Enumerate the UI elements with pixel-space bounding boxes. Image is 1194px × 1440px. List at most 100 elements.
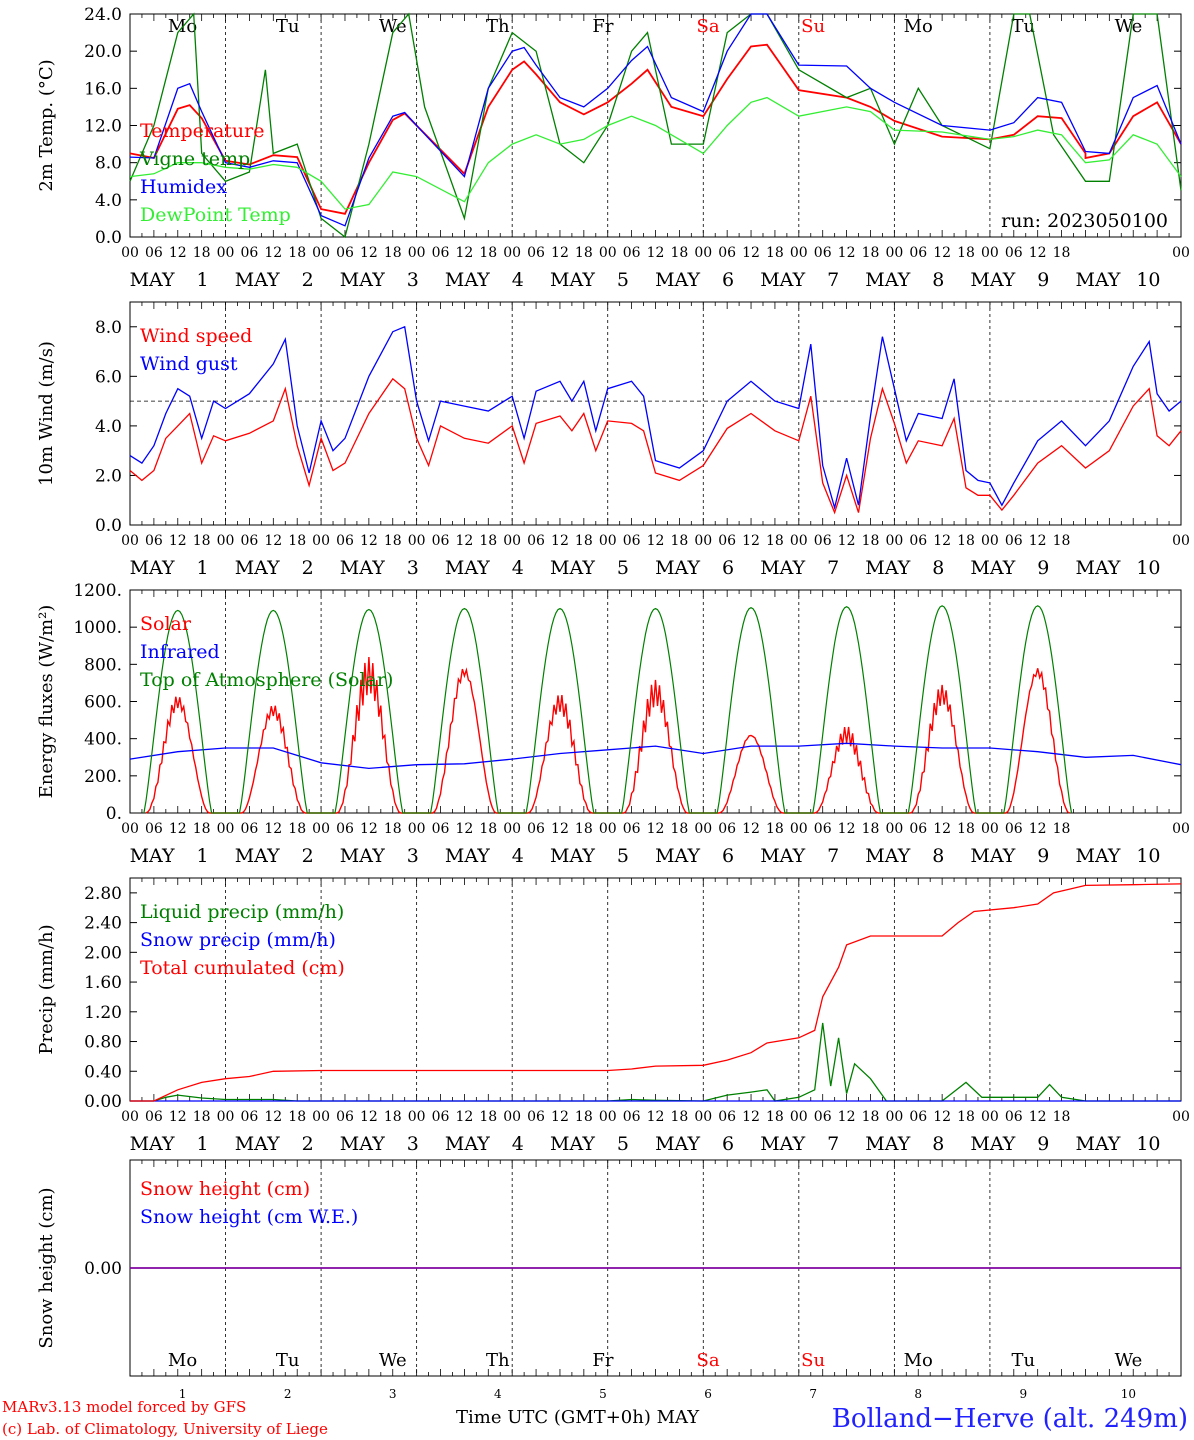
hour-tick-label: 00 bbox=[408, 245, 426, 261]
hour-tick-label: 00 bbox=[981, 1109, 999, 1125]
day-number-label: 6 bbox=[722, 1133, 734, 1155]
hour-tick-label: 12 bbox=[360, 533, 378, 549]
hour-tick-label: 00 bbox=[1172, 1109, 1190, 1125]
hour-tick-label: 12 bbox=[647, 821, 665, 837]
day-number-label: 10 bbox=[1136, 845, 1160, 867]
hour-tick-label: 06 bbox=[336, 1109, 354, 1125]
hour-tick-label: 00 bbox=[408, 1109, 426, 1125]
day-number-label: 5 bbox=[617, 845, 629, 867]
hour-tick-label: 18 bbox=[766, 1109, 784, 1125]
month-label: MAY bbox=[340, 557, 385, 579]
month-label: MAY bbox=[550, 1133, 595, 1155]
hour-tick-label: 06 bbox=[336, 533, 354, 549]
day-name-label: Th bbox=[486, 1350, 510, 1371]
hour-tick-label: 12 bbox=[551, 533, 569, 549]
hour-tick-label: 06 bbox=[1005, 821, 1023, 837]
hour-tick-label: 00 bbox=[312, 245, 330, 261]
month-label: MAY bbox=[550, 845, 595, 867]
y-tick-label: 12.0 bbox=[84, 117, 122, 137]
hour-tick-label: 18 bbox=[1053, 821, 1071, 837]
y-axis-label: 2m Temp. (°C) bbox=[36, 59, 57, 191]
hour-tick-label: 12 bbox=[264, 245, 282, 261]
day-number-label: 3 bbox=[407, 557, 419, 579]
y-tick-label: 4.0 bbox=[95, 417, 122, 437]
hour-tick-label: 18 bbox=[288, 245, 306, 261]
month-label: MAY bbox=[130, 845, 175, 867]
day-name-label: Sa bbox=[697, 16, 720, 37]
month-label: MAY bbox=[445, 557, 490, 579]
month-label: MAY bbox=[550, 269, 595, 291]
y-tick-label: 0. bbox=[106, 804, 122, 824]
y-tick-label: 0.0 bbox=[95, 228, 122, 248]
hour-tick-label: 06 bbox=[241, 1109, 259, 1125]
y-tick-label: 16.0 bbox=[84, 79, 122, 99]
day-name-label: Tu bbox=[276, 16, 300, 37]
day-name-label: Tu bbox=[276, 1350, 300, 1371]
month-label: MAY bbox=[865, 1133, 910, 1155]
y-tick-label: 600. bbox=[84, 693, 122, 713]
y-tick-label: 1000. bbox=[73, 618, 122, 638]
legend-entry: Wind speed bbox=[140, 325, 252, 347]
hour-tick-label: 06 bbox=[145, 1109, 163, 1125]
hour-tick-label: 06 bbox=[909, 533, 927, 549]
day-number-label: 5 bbox=[617, 1133, 629, 1155]
hour-tick-label: 12 bbox=[838, 821, 856, 837]
hour-tick-label: 00 bbox=[790, 821, 808, 837]
hour-tick-label: 18 bbox=[288, 533, 306, 549]
day-number-label: 2 bbox=[302, 1133, 314, 1155]
day-number-label: 1 bbox=[197, 269, 209, 291]
hour-tick-label: 18 bbox=[193, 821, 211, 837]
series-line-0 bbox=[129, 377, 1182, 515]
day-number-label: 3 bbox=[407, 269, 419, 291]
hour-tick-label: 00 bbox=[885, 533, 903, 549]
month-label: MAY bbox=[655, 557, 700, 579]
day-number-label: 10 bbox=[1136, 557, 1160, 579]
hour-tick-label: 12 bbox=[742, 245, 760, 261]
day-name-label: We bbox=[1115, 1350, 1143, 1371]
hour-tick-label: 06 bbox=[432, 533, 450, 549]
day-number-label: 4 bbox=[512, 557, 524, 579]
panel-0: 0.0 4.0 8.0 12.0 16.0 20.0 24.0 2m Temp. (°C) Mo… bbox=[36, 5, 1190, 291]
month-label: MAY bbox=[445, 1133, 490, 1155]
run-label: run: 2023050100 bbox=[1001, 210, 1168, 232]
plot-frame bbox=[129, 301, 1182, 526]
hour-tick-label: 06 bbox=[623, 533, 641, 549]
hour-tick-label: 12 bbox=[455, 245, 473, 261]
day-name-label: Mo bbox=[168, 1350, 197, 1371]
hour-tick-label: 12 bbox=[838, 533, 856, 549]
hour-tick-label: 18 bbox=[766, 821, 784, 837]
hour-tick-label: 18 bbox=[862, 1109, 880, 1125]
hour-tick-label: 12 bbox=[169, 1109, 187, 1125]
day-number-label: 9 bbox=[1037, 269, 1049, 291]
day-number-label: 6 bbox=[704, 1387, 712, 1401]
hour-tick-label: 06 bbox=[814, 821, 832, 837]
y-tick-label: 0.80 bbox=[84, 1033, 122, 1053]
hour-tick-label: 00 bbox=[885, 245, 903, 261]
day-number-label: 1 bbox=[179, 1387, 187, 1401]
hour-tick-label: 12 bbox=[455, 533, 473, 549]
month-label: MAY bbox=[445, 845, 490, 867]
hour-tick-label: 18 bbox=[384, 821, 402, 837]
hour-tick-label: 18 bbox=[670, 245, 688, 261]
hour-tick-label: 00 bbox=[1172, 821, 1190, 837]
credit-line1: MARv3.13 model forced by GFS bbox=[2, 1398, 246, 1416]
hour-tick-label: 12 bbox=[742, 1109, 760, 1125]
hour-tick-label: 00 bbox=[503, 1109, 521, 1125]
y-axis-label: Snow height (cm) bbox=[36, 1187, 57, 1348]
hour-tick-label: 18 bbox=[1053, 245, 1071, 261]
hour-tick-label: 00 bbox=[408, 533, 426, 549]
day-name-label: Tu bbox=[1012, 16, 1036, 37]
month-label: MAY bbox=[970, 845, 1015, 867]
hour-tick-label: 18 bbox=[1053, 533, 1071, 549]
hour-tick-label: 00 bbox=[217, 245, 235, 261]
day-number-label: 7 bbox=[827, 269, 839, 291]
hour-tick-label: 00 bbox=[1172, 533, 1190, 549]
hour-tick-label: 06 bbox=[432, 821, 450, 837]
month-label: MAY bbox=[865, 557, 910, 579]
hour-tick-label: 00 bbox=[312, 1109, 330, 1125]
y-tick-label: 800. bbox=[84, 655, 122, 675]
hour-tick-label: 12 bbox=[742, 533, 760, 549]
day-number-label: 3 bbox=[407, 845, 419, 867]
